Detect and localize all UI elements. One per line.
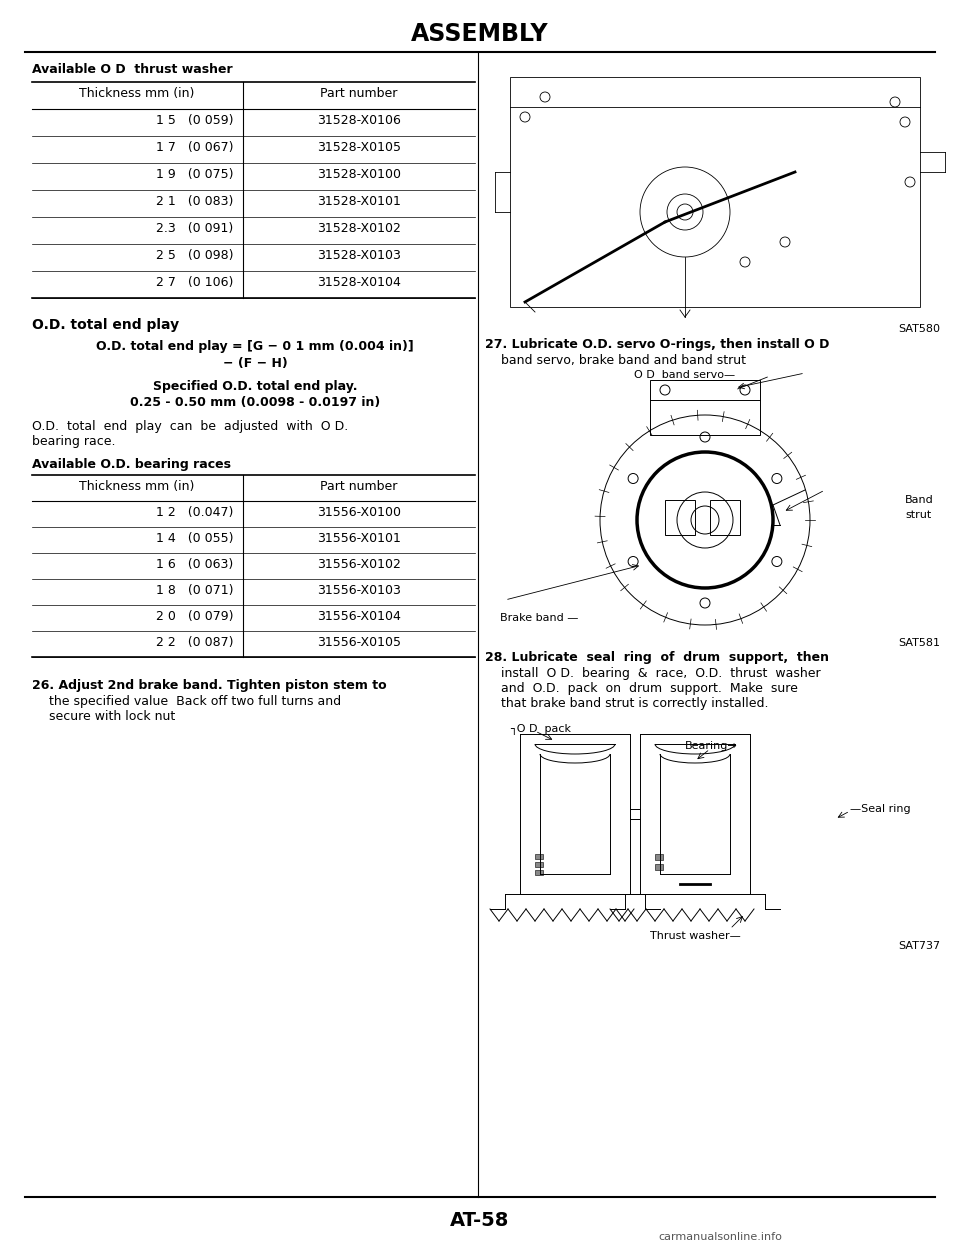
Text: 31556-X0101: 31556-X0101 (317, 532, 401, 545)
Text: 31556-X0105: 31556-X0105 (317, 636, 401, 649)
Text: 31556-X0102: 31556-X0102 (317, 558, 401, 571)
Text: the specified value  Back off two full turns and: the specified value Back off two full tu… (49, 694, 341, 708)
Text: 31528-X0106: 31528-X0106 (317, 114, 401, 127)
Text: strut: strut (905, 510, 931, 520)
Text: secure with lock nut: secure with lock nut (49, 709, 176, 723)
Text: 2 2   (0 087): 2 2 (0 087) (156, 636, 233, 649)
Text: 31528-X0102: 31528-X0102 (317, 222, 401, 235)
Bar (510, 77, 920, 307)
Text: and  O.D.  pack  on  drum  support.  Make  sure: and O.D. pack on drum support. Make sure (501, 682, 798, 694)
Text: 1 9   (0 075): 1 9 (0 075) (156, 169, 233, 181)
Text: install  O D.  bearing  &  race,  O.D.  thrust  washer: install O D. bearing & race, O.D. thrust… (501, 667, 821, 679)
Text: —Seal ring: —Seal ring (850, 804, 911, 814)
Bar (710, 500, 740, 535)
Text: Bearing→: Bearing→ (685, 741, 737, 751)
Text: 2 1   (0 083): 2 1 (0 083) (156, 195, 233, 209)
Text: 31556-X0104: 31556-X0104 (317, 610, 401, 623)
Text: SAT737: SAT737 (898, 940, 940, 950)
Text: Thickness mm (in): Thickness mm (in) (80, 480, 195, 493)
Text: 31528-X0103: 31528-X0103 (317, 249, 401, 262)
Text: O.D. total end play: O.D. total end play (32, 318, 180, 332)
Text: 28. Lubricate  seal  ring  of  drum  support,  then: 28. Lubricate seal ring of drum support,… (485, 651, 829, 664)
Text: 27. Lubricate O.D. servo O-rings, then install O D: 27. Lubricate O.D. servo O-rings, then i… (485, 338, 829, 351)
Text: 2 5   (0 098): 2 5 (0 098) (156, 249, 233, 262)
Bar (655, 854, 663, 861)
Text: Specified O.D. total end play.: Specified O.D. total end play. (153, 380, 357, 393)
Text: O.D. total end play = [G − 0 1 mm (0.004 in)]: O.D. total end play = [G − 0 1 mm (0.004… (96, 340, 414, 353)
Text: O.D.  total  end  play  can  be  adjusted  with  O D.: O.D. total end play can be adjusted with… (32, 420, 348, 433)
Text: Part number: Part number (321, 87, 397, 100)
Text: 31528-X0104: 31528-X0104 (317, 276, 401, 289)
Text: Thrust washer—: Thrust washer— (650, 931, 741, 940)
Text: Part number: Part number (321, 480, 397, 493)
Text: 0.25 - 0.50 mm (0.0098 - 0.0197 in): 0.25 - 0.50 mm (0.0098 - 0.0197 in) (130, 396, 380, 408)
Bar (650, 380, 760, 435)
Text: 26. Adjust 2nd brake band. Tighten piston stem to: 26. Adjust 2nd brake band. Tighten pisto… (32, 679, 387, 692)
Text: 1 4   (0 055): 1 4 (0 055) (156, 532, 233, 545)
Text: 31528-X0100: 31528-X0100 (317, 169, 401, 181)
Text: carmanualsonline.info: carmanualsonline.info (658, 1232, 782, 1242)
Text: ┐O D  pack: ┐O D pack (510, 724, 571, 734)
Text: 2.3   (0 091): 2.3 (0 091) (156, 222, 233, 235)
Bar (535, 871, 543, 876)
Text: 31556-X0100: 31556-X0100 (317, 506, 401, 520)
Text: 2 7   (0 106): 2 7 (0 106) (156, 276, 233, 289)
Text: Thickness mm (in): Thickness mm (in) (80, 87, 195, 100)
Text: 1 5   (0 059): 1 5 (0 059) (156, 114, 233, 127)
Text: Available O.D. bearing races: Available O.D. bearing races (32, 458, 231, 471)
Text: bearing race.: bearing race. (32, 435, 115, 448)
Text: Band: Band (905, 495, 934, 505)
Text: that brake band strut is correctly installed.: that brake band strut is correctly insta… (501, 697, 769, 709)
Text: 1 7   (0 067): 1 7 (0 067) (156, 141, 233, 154)
Text: ASSEMBLY: ASSEMBLY (411, 22, 549, 46)
Bar (535, 862, 543, 867)
Text: SAT580: SAT580 (898, 323, 940, 333)
Text: SAT581: SAT581 (898, 638, 940, 648)
Bar (535, 854, 543, 859)
Bar (665, 500, 695, 535)
Text: Available O D  thrust washer: Available O D thrust washer (32, 62, 232, 76)
Text: 1 6   (0 063): 1 6 (0 063) (156, 558, 233, 571)
Text: 31528-X0105: 31528-X0105 (317, 141, 401, 154)
Text: AT-58: AT-58 (450, 1212, 510, 1230)
Text: 31556-X0103: 31556-X0103 (317, 585, 401, 597)
Text: band servo, brake band and band strut: band servo, brake band and band strut (501, 353, 746, 367)
Text: 1 8   (0 071): 1 8 (0 071) (156, 585, 233, 597)
Text: O D  band servo—: O D band servo— (634, 370, 735, 380)
Text: Brake band —: Brake band — (500, 613, 578, 623)
Text: 31528-X0101: 31528-X0101 (317, 195, 401, 209)
Text: − (F − H): − (F − H) (223, 357, 287, 370)
Bar (655, 864, 663, 871)
Text: 1 2   (0.047): 1 2 (0.047) (156, 506, 233, 520)
Text: 2 0   (0 079): 2 0 (0 079) (156, 610, 233, 623)
